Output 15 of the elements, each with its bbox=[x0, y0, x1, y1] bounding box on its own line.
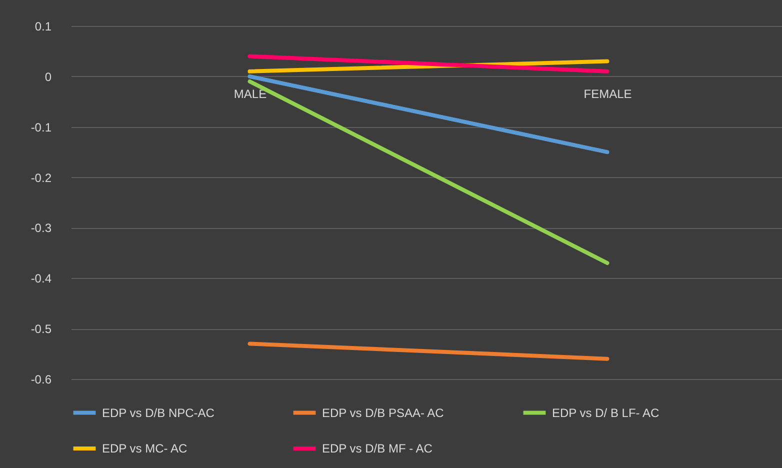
y-tick-label: -0.6 bbox=[30, 372, 52, 386]
legend-label: EDP vs D/B MF - AC bbox=[322, 442, 433, 456]
x-tick-label: MALE bbox=[234, 86, 267, 101]
y-tick-label: -0.4 bbox=[30, 272, 52, 286]
legend-label: EDP vs MC- AC bbox=[102, 442, 188, 456]
y-tick-label: -0.1 bbox=[30, 120, 52, 134]
y-tick-label: 0.1 bbox=[34, 20, 52, 34]
y-tick-label: -0.5 bbox=[30, 322, 52, 336]
x-tick-label: FEMALE bbox=[584, 86, 632, 101]
legend-label: EDP vs D/ B LF- AC bbox=[552, 406, 660, 420]
y-tick-label: 0 bbox=[44, 70, 52, 84]
y-tick-label: -0.2 bbox=[30, 170, 52, 185]
y-tick-label: -0.3 bbox=[30, 221, 52, 236]
legend-label: EDP vs D/B PSAA- AC bbox=[322, 406, 444, 420]
legend-label: EDP vs D/B NPC-AC bbox=[102, 406, 215, 420]
